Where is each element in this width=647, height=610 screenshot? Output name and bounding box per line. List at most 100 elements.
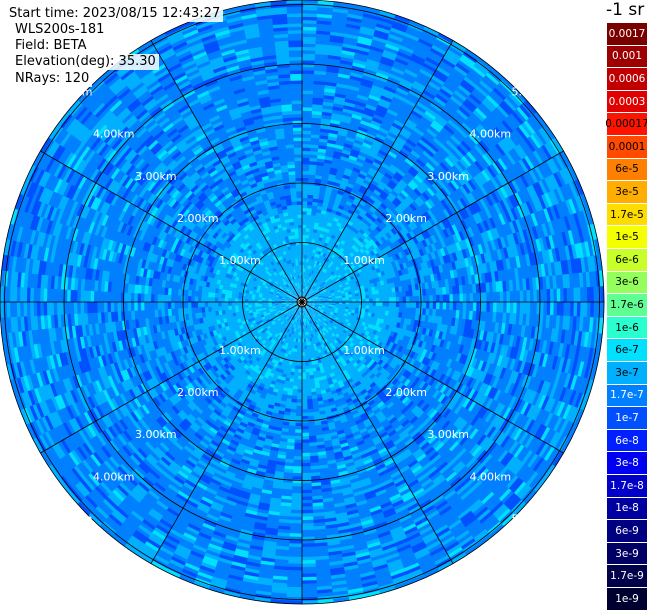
beta-gate-cell bbox=[416, 296, 420, 303]
beta-gate-cell bbox=[463, 302, 467, 311]
beta-gate-cell bbox=[339, 298, 343, 300]
beta-gate-cell bbox=[359, 302, 363, 305]
beta-gate-cell bbox=[540, 289, 544, 303]
beta-gate-cell bbox=[302, 114, 313, 118]
beta-gate-cell bbox=[436, 295, 440, 303]
beta-gate-cell bbox=[496, 302, 500, 313]
beta-gate-cell bbox=[466, 302, 470, 311]
beta-gate-cell bbox=[459, 302, 463, 311]
beta-gate-cell bbox=[356, 302, 360, 305]
beta-gate-cell bbox=[302, 147, 311, 151]
beta-gate-cell bbox=[302, 90, 314, 94]
beta-gate-cell bbox=[406, 296, 410, 302]
beta-gate-cell bbox=[302, 151, 311, 155]
beta-gate-cell bbox=[302, 188, 308, 192]
beta-gate-cell bbox=[426, 302, 430, 309]
beta-gate-cell bbox=[352, 296, 356, 299]
beta-gate-cell bbox=[493, 292, 497, 303]
beta-gate-cell bbox=[557, 288, 561, 303]
beta-gate-cell bbox=[365, 295, 369, 299]
beta-gate-cell bbox=[423, 302, 427, 309]
beta-gate-cell bbox=[379, 302, 383, 307]
beta-gate-cell bbox=[366, 302, 370, 306]
beta-gate-cell bbox=[389, 302, 393, 307]
beta-gate-cell bbox=[302, 248, 305, 252]
beta-gate-cell bbox=[389, 297, 393, 302]
beta-gate-cell bbox=[302, 167, 310, 171]
beta-gate-cell bbox=[302, 110, 313, 114]
beta-gate-cell bbox=[510, 302, 514, 314]
beta-gate-cell bbox=[409, 302, 413, 308]
beta-gate-cell bbox=[486, 292, 490, 303]
beta-gate-cell bbox=[423, 295, 427, 302]
beta-gate-cell bbox=[543, 289, 547, 303]
beta-gate-cell bbox=[456, 294, 460, 303]
beta-gate-cell bbox=[302, 97, 314, 101]
beta-gate-cell bbox=[476, 293, 480, 303]
beta-gate-cell bbox=[433, 295, 437, 303]
beta-gate-cell bbox=[359, 296, 363, 300]
beta-gate-cell bbox=[406, 302, 410, 308]
beta-gate-cell bbox=[302, 214, 307, 218]
beta-gate-cell bbox=[453, 294, 457, 303]
beta-gate-cell bbox=[372, 294, 376, 298]
beta-gate-cell bbox=[302, 154, 310, 158]
beta-gate-cell bbox=[439, 302, 443, 310]
beta-gate-cell bbox=[416, 302, 420, 309]
beta-gate-cell bbox=[302, 127, 312, 131]
beta-gate-cell bbox=[362, 295, 366, 299]
beta-gate-cell bbox=[302, 184, 309, 188]
beta-gate-cell bbox=[369, 306, 373, 310]
beta-gate-cell bbox=[382, 302, 386, 307]
beta-gate-cell bbox=[302, 221, 307, 225]
beta-gate-cell bbox=[302, 211, 307, 215]
beta-gate-cell bbox=[392, 302, 396, 307]
beta-gate-cell bbox=[493, 302, 497, 313]
beta-gate-cell bbox=[426, 295, 430, 302]
beta-gate-cell bbox=[449, 294, 453, 303]
beta-gate-cell bbox=[302, 100, 313, 104]
beta-gate-cell bbox=[302, 80, 314, 84]
beta-gate-cell bbox=[302, 198, 308, 202]
beta-gate-cell bbox=[459, 294, 463, 303]
beta-gate-cell bbox=[513, 291, 517, 303]
beta-gate-cell bbox=[306, 231, 310, 235]
beta-gate-cell bbox=[375, 306, 379, 311]
beta-gate-cell bbox=[369, 302, 373, 306]
beta-gate-cell bbox=[355, 296, 359, 299]
beta-gate-cell bbox=[476, 302, 480, 312]
beta-gate-cell bbox=[302, 218, 307, 222]
beta-gate-cell bbox=[483, 292, 487, 302]
beta-gate-cell bbox=[302, 141, 311, 145]
beta-gate-cell bbox=[473, 302, 477, 312]
beta-gate-cell bbox=[302, 191, 308, 195]
beta-gate-cell bbox=[302, 245, 305, 249]
beta-gate-cell bbox=[369, 295, 373, 299]
beta-gate-cell bbox=[302, 235, 306, 239]
beta-gate-cell bbox=[403, 297, 407, 303]
beta-gate-cell bbox=[399, 302, 403, 308]
beta-gate-cell bbox=[403, 302, 407, 308]
beta-gate-cell bbox=[523, 290, 527, 303]
beta-gate-cell bbox=[490, 302, 494, 313]
beta-gate-cell bbox=[342, 297, 346, 300]
beta-gate-cell bbox=[396, 302, 400, 307]
beta-gate-cell bbox=[302, 161, 310, 165]
beta-gate-cell bbox=[302, 87, 314, 91]
beta-gate-cell bbox=[349, 297, 353, 300]
beta-gate-cell bbox=[345, 297, 349, 300]
beta-gate-cell bbox=[302, 94, 314, 98]
beta-gate-cell bbox=[506, 291, 510, 303]
beta-gate-cell bbox=[443, 302, 447, 310]
beta-gate-cell bbox=[302, 208, 307, 212]
beta-gate-cell bbox=[399, 297, 403, 303]
beta-gate-cell bbox=[362, 302, 366, 306]
beta-gate-cell bbox=[302, 231, 306, 235]
beta-gate-cell bbox=[302, 107, 313, 111]
beta-gate-cell bbox=[306, 225, 311, 229]
beta-gate-cell bbox=[433, 302, 437, 310]
beta-gate-cell bbox=[503, 291, 507, 303]
beta-gate-cell bbox=[436, 302, 440, 310]
beta-gate-cell bbox=[302, 144, 311, 148]
